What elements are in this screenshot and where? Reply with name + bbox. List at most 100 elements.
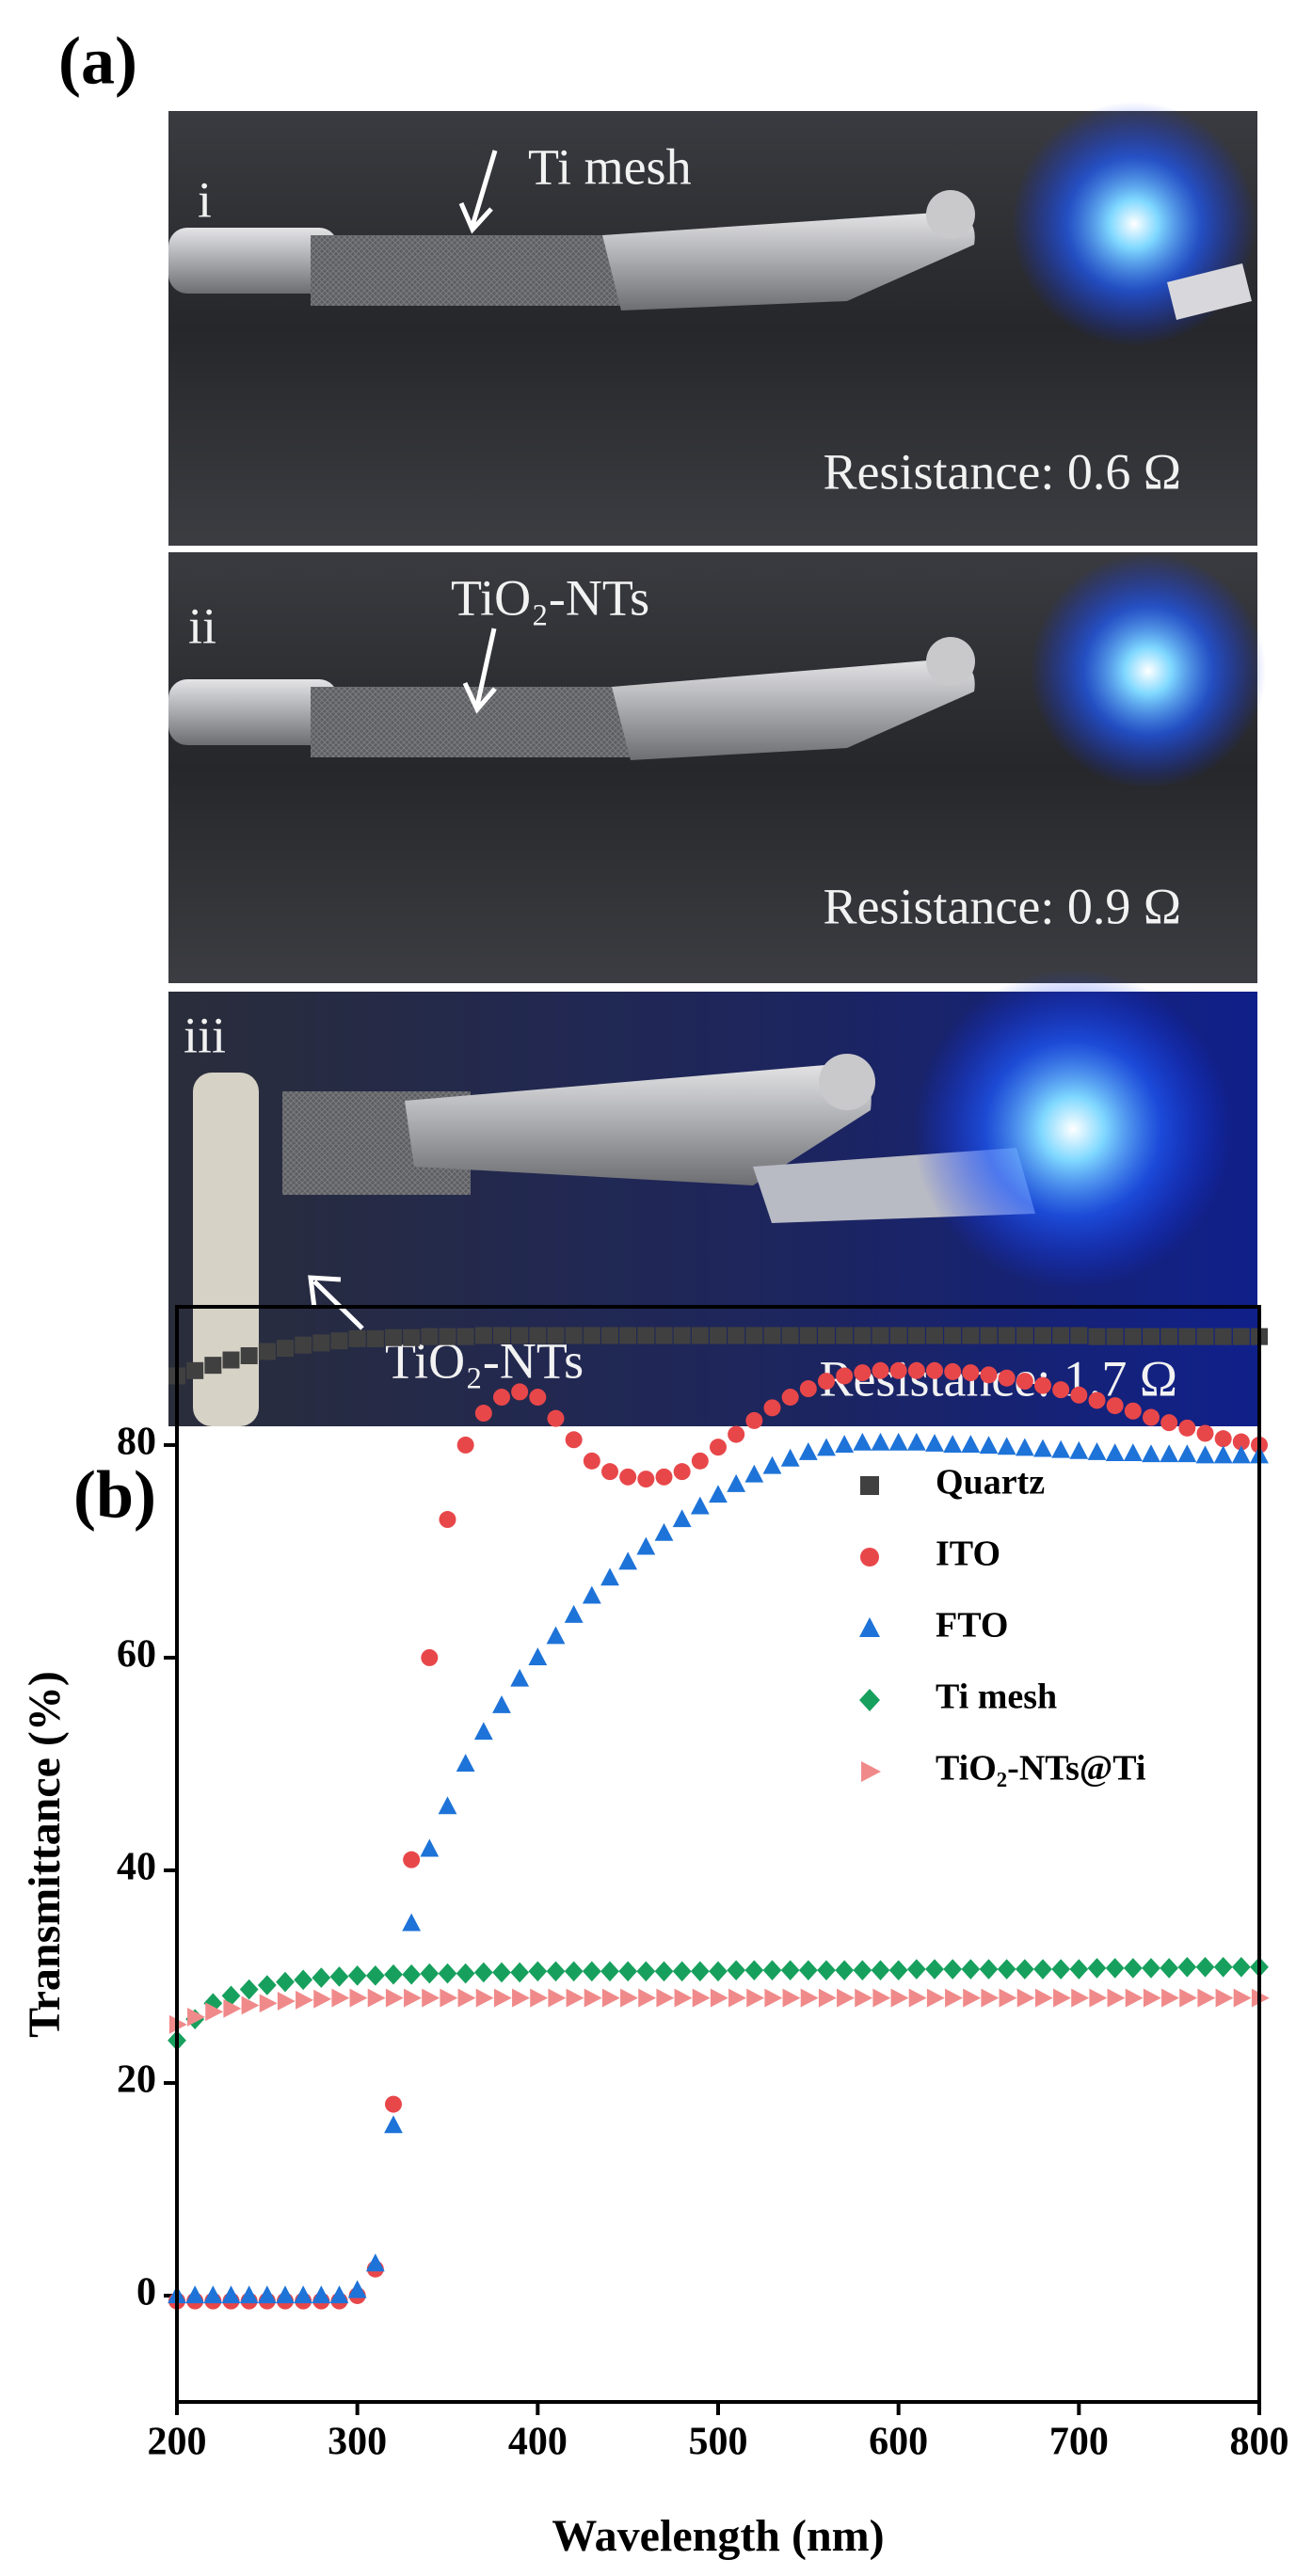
data-point xyxy=(1034,1376,1051,1394)
data-point xyxy=(798,1442,818,1460)
data-point xyxy=(872,1327,889,1344)
data-point xyxy=(1160,1958,1179,1979)
data-point xyxy=(764,1988,783,2008)
data-point xyxy=(961,1959,981,1980)
data-point xyxy=(1107,1988,1126,2008)
data-point xyxy=(1034,1988,1053,2008)
data-point xyxy=(780,1960,800,1980)
data-point xyxy=(728,1988,746,2008)
data-point xyxy=(1016,1373,1033,1391)
data-point xyxy=(637,1327,655,1344)
data-point xyxy=(655,1468,673,1486)
data-point xyxy=(1015,1438,1034,1456)
data-point xyxy=(1178,1419,1196,1437)
data-point xyxy=(728,1425,745,1443)
data-point xyxy=(276,2285,295,2304)
data-point xyxy=(855,1988,873,2008)
data-point xyxy=(1087,1442,1107,1460)
data-point xyxy=(528,1647,548,1666)
data-point xyxy=(800,1988,819,2008)
data-point xyxy=(1106,1328,1124,1345)
data-point xyxy=(347,1965,367,1986)
panel-label: (b) xyxy=(73,1457,156,1533)
data-point xyxy=(493,1327,510,1344)
data-point xyxy=(258,1343,276,1360)
data-point xyxy=(1016,1327,1033,1344)
data-point xyxy=(1160,1414,1178,1432)
x-tick-label: 400 xyxy=(508,2421,568,2464)
data-point xyxy=(277,1992,296,2011)
data-point xyxy=(709,1961,728,1982)
data-point xyxy=(709,1485,728,1503)
data-point xyxy=(1105,1443,1125,1462)
data-point xyxy=(510,1962,530,1983)
data-point xyxy=(384,2115,403,2134)
data-point xyxy=(1016,1988,1035,2008)
data-point xyxy=(312,2285,331,2304)
data-point xyxy=(672,1509,692,1528)
data-point xyxy=(1033,1959,1052,1980)
data-point xyxy=(313,1989,332,2009)
data-point xyxy=(367,1988,386,2008)
data-point xyxy=(997,1437,1016,1455)
data-point xyxy=(439,1328,456,1345)
data-point xyxy=(205,2002,224,2022)
data-point xyxy=(925,1959,944,1980)
data-point xyxy=(564,1961,584,1982)
data-point xyxy=(1033,1439,1052,1457)
data-point xyxy=(296,1990,313,2010)
data-point xyxy=(384,1964,403,1985)
data-point xyxy=(853,1960,872,1980)
data-point xyxy=(366,1329,384,1347)
data-point xyxy=(907,1361,925,1379)
data-point xyxy=(473,1962,493,1983)
data-point xyxy=(692,1988,711,2008)
data-point xyxy=(962,1327,980,1344)
data-point xyxy=(1089,1988,1108,2008)
data-point xyxy=(1088,1328,1106,1345)
data-point xyxy=(854,1327,872,1344)
data-point xyxy=(620,1988,638,2008)
data-point xyxy=(1231,1956,1251,1978)
data-point xyxy=(185,2285,205,2304)
data-point xyxy=(945,1988,963,2008)
data-point xyxy=(636,1536,656,1555)
data-point xyxy=(348,1329,366,1347)
data-point xyxy=(403,1328,421,1346)
data-point xyxy=(241,1996,260,2015)
data-point xyxy=(674,1988,693,2008)
photo xyxy=(168,969,1257,1426)
data-point xyxy=(818,1327,835,1344)
data-point xyxy=(1088,1391,1106,1409)
data-point xyxy=(1070,1327,1088,1344)
data-point xyxy=(456,1754,475,1773)
data-point xyxy=(475,1988,494,2008)
data-point xyxy=(836,1327,854,1344)
data-point xyxy=(187,2008,205,2027)
data-point xyxy=(1143,1408,1160,1426)
data-point xyxy=(564,1604,584,1623)
data-point xyxy=(1142,1958,1160,1979)
data-point xyxy=(331,1988,350,2008)
data-point xyxy=(565,1327,583,1344)
data-point xyxy=(853,1432,872,1451)
data-point xyxy=(365,1965,385,1986)
data-point xyxy=(582,1961,601,1982)
data-point xyxy=(601,1327,618,1344)
plot-area: 200 300 400 500 600 700 800 0 20 40 60 80 Quartz ITO F… xyxy=(117,1305,1289,2464)
data-point xyxy=(1051,1959,1071,1980)
legend-marker xyxy=(859,1617,880,1637)
data-point xyxy=(221,1985,241,2007)
data-point xyxy=(403,1851,421,1868)
data-point xyxy=(259,1994,278,2013)
data-point xyxy=(239,1979,259,2000)
data-point xyxy=(546,1626,566,1645)
data-point xyxy=(1160,1444,1179,1463)
data-point xyxy=(1195,1445,1215,1464)
data-point xyxy=(1232,1328,1250,1345)
data-point xyxy=(294,2285,313,2304)
data-point xyxy=(979,1436,999,1455)
data-point xyxy=(420,1963,440,1984)
data-point xyxy=(1069,1959,1089,1980)
data-point xyxy=(926,1327,943,1344)
